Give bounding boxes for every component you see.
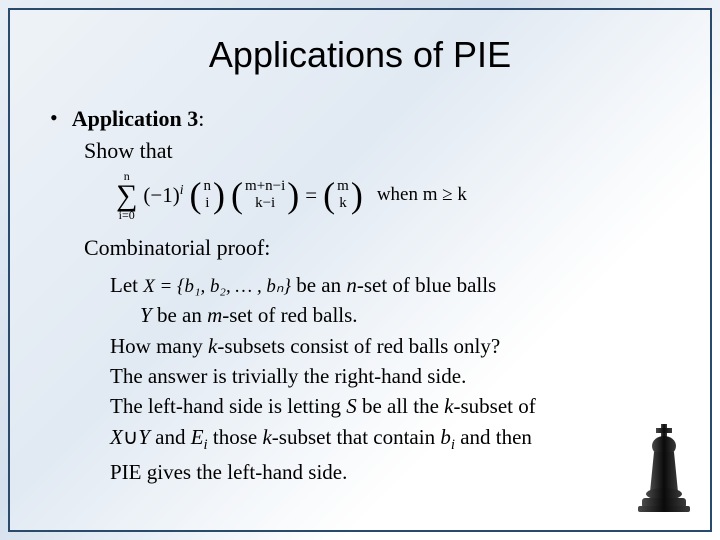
neg-one-term: (−1)i <box>143 182 183 208</box>
proof-line-3: How many k-subsets consist of red balls … <box>110 332 674 360</box>
proof-line-5: The left-hand side is letting S be all t… <box>110 392 674 420</box>
proof-line-1: Let X = {b₁, b₂, … , bₙ} be an n-set of … <box>110 271 674 300</box>
show-that: Show that <box>84 138 674 164</box>
chess-king-icon <box>636 424 692 512</box>
proof-line-4: The answer is trivially the right-hand s… <box>110 362 674 390</box>
binom-1: ( ni ) <box>190 178 226 213</box>
slide-title: Applications of PIE <box>46 34 674 76</box>
when-clause: when m ≥ k <box>377 184 467 206</box>
equals-sign: = <box>305 183 317 208</box>
proof-body: Let X = {b₁, b₂, … , bₙ} be an n-set of … <box>110 271 674 486</box>
slide-frame: Applications of PIE • Application 3: Sho… <box>8 8 712 532</box>
proof-label: Combinatorial proof: <box>84 235 674 261</box>
bullet-icon: • <box>50 104 58 133</box>
application-label: Application 3: <box>72 104 205 134</box>
sigma-block: n ∑ i=0 <box>116 170 137 221</box>
proof-line-7: PIE gives the left-hand side. <box>110 458 674 486</box>
sigma-icon: ∑ <box>116 182 137 209</box>
proof-line-2: Y be an m-set of red balls. <box>140 301 674 329</box>
binom-3: ( mk ) <box>323 178 363 213</box>
binom-2: ( m+n−ik−i ) <box>231 178 299 213</box>
proof-line-6: X∪Y and Ei those k-subset that contain b… <box>110 423 674 456</box>
formula: n ∑ i=0 (−1)i ( ni ) ( m+n−ik−i ) = ( mk… <box>116 170 674 221</box>
bullet-row: • Application 3: <box>46 104 674 134</box>
